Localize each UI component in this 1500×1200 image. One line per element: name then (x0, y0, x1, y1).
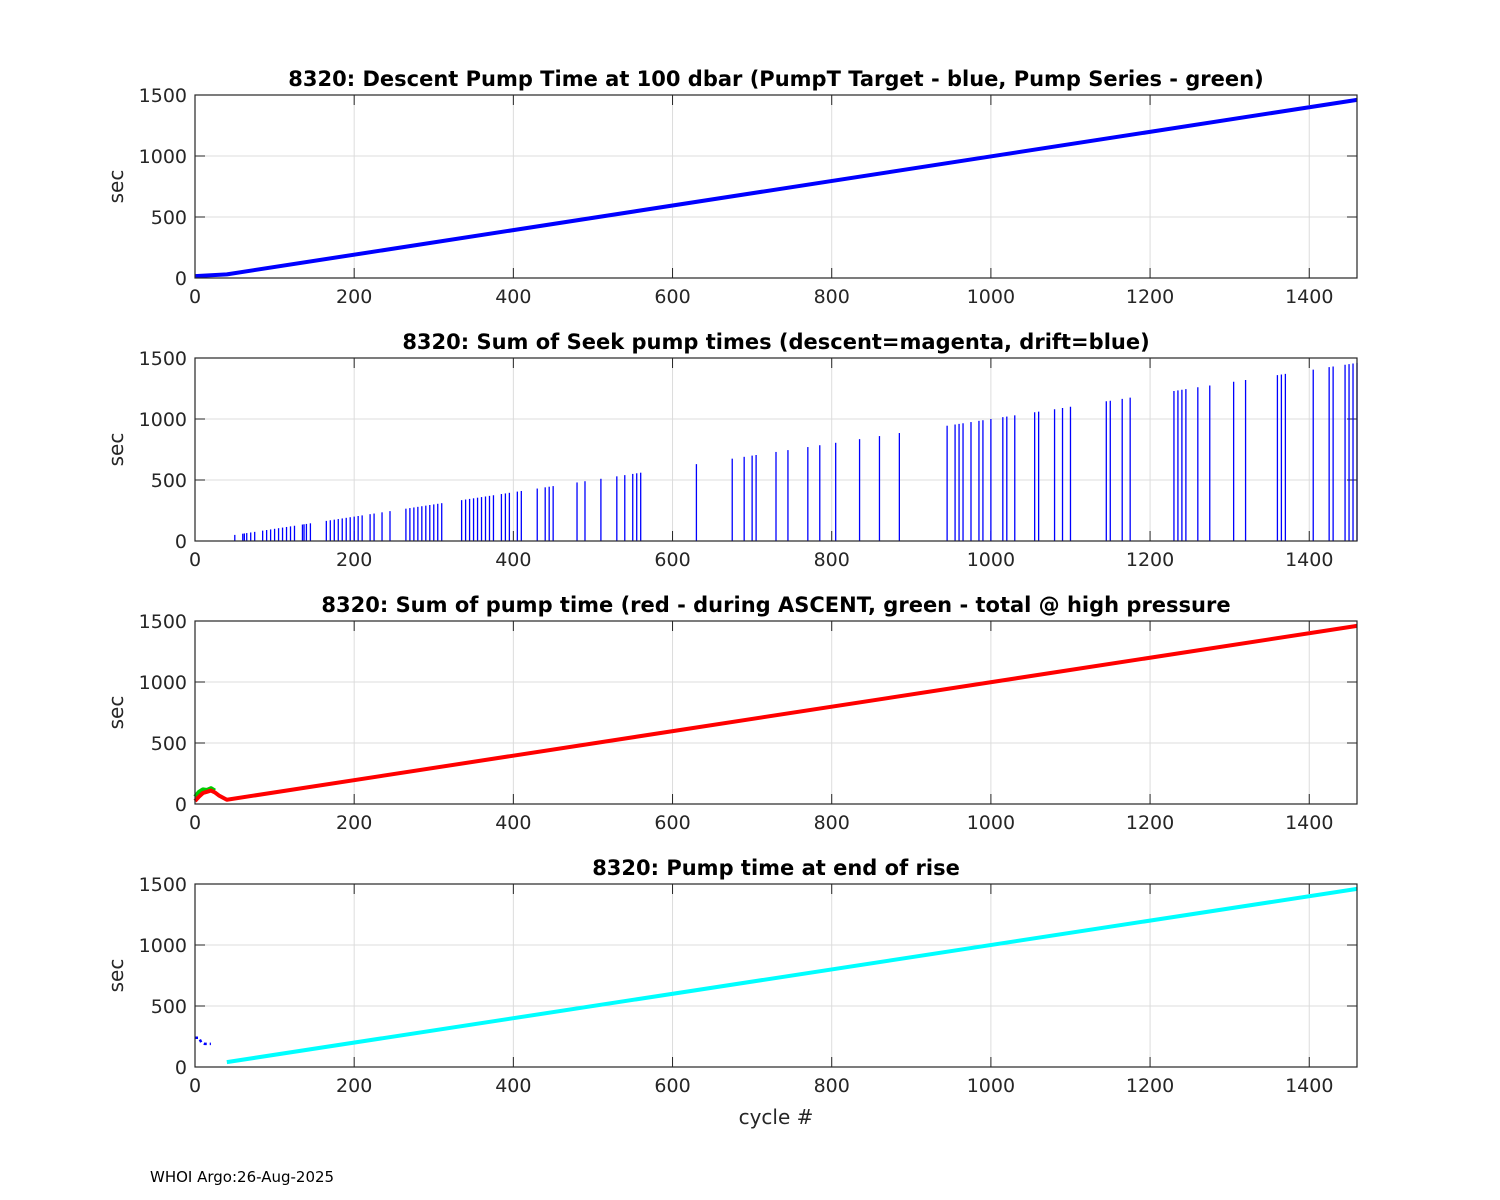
y-tick-label: 0 (175, 268, 187, 290)
y-tick-label: 1000 (139, 146, 187, 168)
x-tick-label: 0 (189, 286, 201, 308)
y-tick-label: 1500 (139, 85, 187, 107)
x-tick-label: 800 (814, 549, 850, 571)
panel-3: 0 200 400 600 800 1000 1200 1400 0 500 1000 1500 832… (104, 593, 1358, 834)
y-tick-label: 0 (175, 794, 187, 816)
x-tick-label: 0 (189, 1075, 201, 1097)
series-line-total-high-pressure (193, 786, 216, 798)
x-tick-label: 400 (495, 549, 531, 571)
y-tick-label: 0 (175, 531, 187, 553)
axes-box (194, 94, 1358, 279)
axes-box (194, 620, 1358, 805)
x-tick-label: 1400 (1285, 812, 1333, 834)
x-axis-label: cycle # (739, 1105, 814, 1129)
x-tick-label: 1400 (1285, 286, 1333, 308)
x-tick-label: 1000 (967, 1075, 1015, 1097)
x-tick-label: 1200 (1126, 549, 1174, 571)
y-tick-label: 1500 (139, 874, 187, 896)
y-axis-label: sec (104, 696, 128, 730)
x-tick-label: 600 (654, 1075, 690, 1097)
x-tick-label: 1200 (1126, 812, 1174, 834)
chart-title: 8320: Pump time at end of rise (592, 856, 960, 880)
x-tick-label: 600 (654, 286, 690, 308)
x-tick-label: 600 (654, 549, 690, 571)
axes-box (194, 357, 1358, 542)
x-tick-label: 800 (814, 1075, 850, 1097)
y-tick-label: 500 (151, 996, 187, 1018)
x-tick-label: 1400 (1285, 549, 1333, 571)
series-line-end-of-rise (226, 886, 1358, 1065)
x-tick-label: 400 (495, 1075, 531, 1097)
x-tick-label: 0 (189, 549, 201, 571)
x-tick-label: 600 (654, 812, 690, 834)
x-tick-label: 800 (814, 812, 850, 834)
y-tick-label: 0 (175, 1057, 187, 1079)
y-axis-label: sec (104, 170, 128, 204)
y-tick-label: 1000 (139, 409, 187, 431)
x-tick-label: 400 (495, 286, 531, 308)
series-line-pumpt-target (194, 97, 1358, 279)
x-tick-label: 1200 (1126, 286, 1174, 308)
x-tick-label: 800 (814, 286, 850, 308)
panel-1: 0 200 400 600 800 1000 1200 1400 0 500 1000 1500 832… (104, 67, 1358, 308)
series-line-during-ascent (193, 623, 1358, 803)
x-tick-label: 0 (189, 812, 201, 834)
y-axis-label: sec (104, 959, 128, 993)
y-tick-label: 500 (151, 470, 187, 492)
footer-text: WHOI Argo:26-Aug-2025 (150, 1168, 334, 1186)
x-tick-label: 200 (336, 549, 372, 571)
y-tick-label: 1500 (139, 348, 187, 370)
x-tick-label: 200 (336, 812, 372, 834)
x-tick-label: 1000 (967, 549, 1015, 571)
y-tick-label: 1000 (139, 672, 187, 694)
x-tick-label: 1200 (1126, 1075, 1174, 1097)
x-tick-label: 1400 (1285, 1075, 1333, 1097)
x-tick-label: 200 (336, 286, 372, 308)
x-tick-label: 1000 (967, 812, 1015, 834)
y-tick-label: 500 (151, 733, 187, 755)
chart-title: 8320: Descent Pump Time at 100 dbar (Pum… (288, 67, 1263, 91)
y-tick-label: 500 (151, 207, 187, 229)
axes-box (194, 883, 1358, 1068)
x-tick-label: 400 (495, 812, 531, 834)
panel-4: 0 200 400 600 800 1000 1200 1400 0 500 1000 1500 832… (104, 856, 1358, 1129)
x-tick-label: 1000 (967, 286, 1015, 308)
series-line-early (195, 1036, 211, 1046)
chart-title: 8320: Sum of pump time (red - during ASC… (321, 593, 1230, 617)
x-tick-label: 200 (336, 1075, 372, 1097)
chart-title: 8320: Sum of Seek pump times (descent=ma… (402, 330, 1149, 354)
y-axis-label: sec (104, 433, 128, 467)
y-tick-label: 1000 (139, 935, 187, 957)
y-tick-label: 1500 (139, 611, 187, 633)
panel-2: 0 200 400 600 800 1000 1200 1400 0 500 1000 1500 832… (104, 330, 1358, 571)
